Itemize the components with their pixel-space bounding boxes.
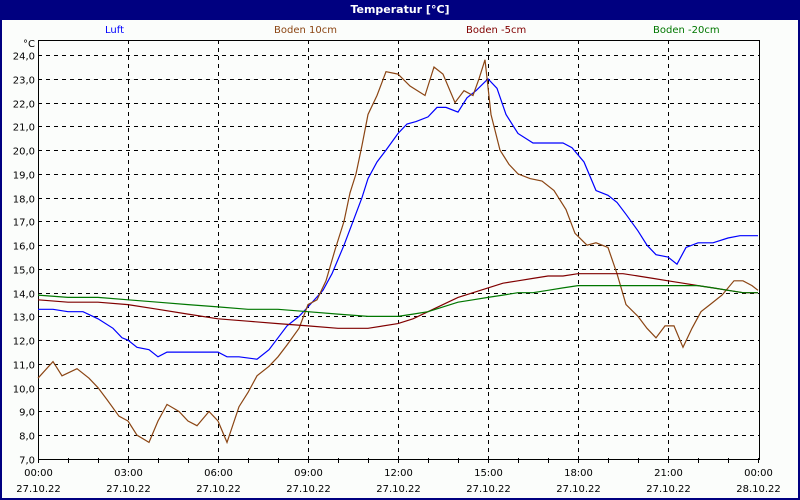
x-tick-time: 03:00 (114, 468, 143, 479)
x-tick-time: 12:00 (384, 468, 413, 479)
x-tick-date: 27.10.22 (106, 484, 151, 495)
x-tick-date: 27.10.22 (376, 484, 421, 495)
plot-frame (38, 40, 760, 460)
y-tick-label: 14,0 (13, 290, 35, 301)
x-tick-time: 00:00 (744, 468, 773, 479)
y-tick-label: 10,0 (13, 385, 35, 396)
y-tick-label: 11,0 (13, 361, 35, 372)
y-tick-label: 21,0 (13, 123, 35, 134)
x-tick-time: 00:00 (24, 468, 53, 479)
y-tick-label: 7,0 (19, 456, 35, 467)
x-tick-date: 28.10.22 (736, 484, 781, 495)
series-line-boden-20cm (37, 285, 758, 317)
y-tick-label: 20,0 (13, 147, 35, 158)
x-tick-time: 18:00 (564, 468, 593, 479)
y-tick-label: 12,0 (13, 337, 35, 348)
window-title: Temperatur [°C] (350, 3, 450, 16)
x-tick-time: 06:00 (204, 468, 233, 479)
y-tick-label: 18,0 (13, 195, 35, 206)
x-tick-time: 21:00 (654, 468, 683, 479)
x-tick-date: 27.10.22 (646, 484, 691, 495)
y-tick-label: 16,0 (13, 242, 35, 253)
y-tick-label: 15,0 (13, 266, 35, 277)
y-tick-label: 23,0 (13, 76, 35, 87)
x-tick-date: 27.10.22 (466, 484, 511, 495)
legend-boden-minus-5cm: Boden -5cm (466, 25, 527, 36)
series-line-luft (38, 77, 758, 360)
chart-panel: Luft Boden 10cm Boden -5cm Boden -20cm (2, 20, 798, 498)
series-line-boden-5cm (37, 273, 758, 329)
y-tick-label: 19,0 (13, 171, 35, 182)
series-line-boden-10cm (37, 59, 759, 445)
x-tick-time: 15:00 (474, 468, 503, 479)
legend-boden-10cm: Boden 10cm (274, 25, 337, 36)
x-tick-time: 09:00 (294, 468, 323, 479)
y-tick-label: 24,0 (13, 52, 35, 63)
y-tick-label: 9,0 (19, 408, 35, 419)
x-tick-date: 27.10.22 (196, 484, 241, 495)
legend-boden-minus-20cm: Boden -20cm (653, 25, 720, 36)
y-tick-label: 13,0 (13, 313, 35, 324)
legend-luft: Luft (105, 25, 124, 36)
y-tick-label: 8,0 (19, 432, 35, 443)
x-tick-date: 27.10.22 (286, 484, 331, 495)
x-tick-date: 27.10.22 (16, 484, 61, 495)
y-tick-label: 17,0 (13, 218, 35, 229)
y-tick-label: 22,0 (13, 100, 35, 111)
x-tick-date: 27.10.22 (556, 484, 601, 495)
y-unit-label: °C (23, 39, 35, 50)
